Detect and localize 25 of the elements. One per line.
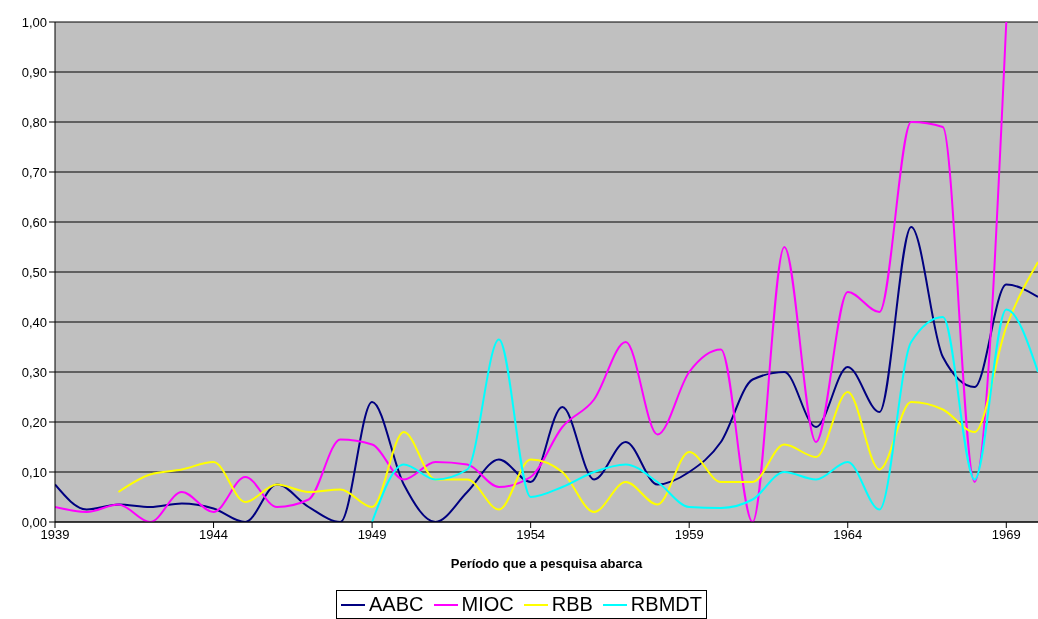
y-tick-label: 0,30 bbox=[21, 364, 47, 380]
y-tick-label: 0,50 bbox=[21, 264, 47, 280]
legend-label: RBB bbox=[551, 593, 593, 616]
x-tick-label: 1969 bbox=[991, 527, 1021, 543]
line-series bbox=[117, 261, 1038, 513]
line-series bbox=[371, 308, 1038, 522]
x-tick-label: 1939 bbox=[40, 527, 70, 543]
y-tick-label: 0,10 bbox=[21, 464, 47, 480]
y-tick-label: 0,00 bbox=[21, 514, 47, 530]
y-tick-label: 0,20 bbox=[21, 414, 47, 430]
legend-label: AABC bbox=[369, 593, 424, 616]
y-tick-label: 0,40 bbox=[21, 314, 47, 330]
y-tick-label: 1,00 bbox=[21, 14, 47, 30]
legend-label: MIOC bbox=[461, 593, 514, 616]
x-tick-label: 1964 bbox=[833, 527, 863, 543]
x-tick-label: 1959 bbox=[674, 527, 704, 543]
x-tick-label: 1944 bbox=[199, 527, 229, 543]
y-tick-label: 0,80 bbox=[21, 114, 47, 130]
y-tick-label: 0,70 bbox=[21, 164, 47, 180]
x-axis-title: Período que a pesquisa abarca bbox=[450, 556, 643, 571]
x-tick-label: 1954 bbox=[516, 527, 546, 543]
y-tick-label: 0,90 bbox=[21, 64, 47, 80]
y-tick-label: 0,60 bbox=[21, 214, 47, 230]
x-tick-label: 1949 bbox=[357, 527, 387, 543]
legend-label: RBMDT bbox=[630, 593, 702, 616]
